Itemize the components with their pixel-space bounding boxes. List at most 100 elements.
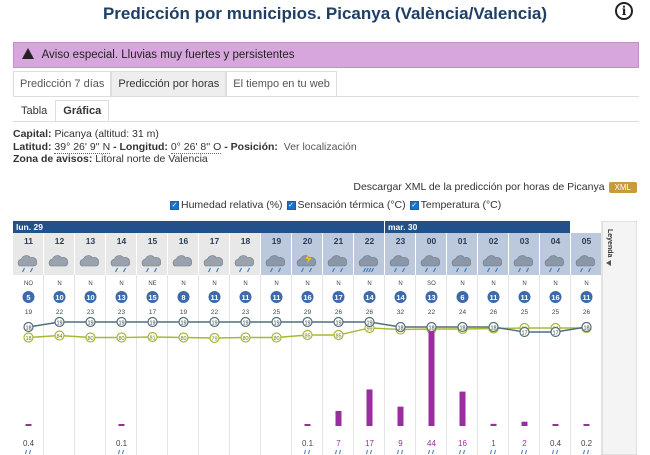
cloud-shape — [451, 255, 472, 267]
temperature-point — [23, 321, 34, 333]
rain-drop — [215, 267, 220, 273]
hour-cell — [385, 233, 415, 275]
wind-direction: N — [491, 281, 495, 287]
location-link[interactable]: Ver localización — [283, 140, 357, 153]
wind-speed-circle — [425, 291, 438, 303]
wind-gust-label: 24 — [459, 309, 467, 316]
rain-drop — [29, 267, 34, 273]
temperature-value: 18 — [459, 326, 465, 332]
day-band-label: mar. 30 — [388, 222, 418, 232]
wind-gust-label: 22 — [428, 309, 436, 316]
precipitation-bar — [521, 421, 528, 426]
wind-gust-label: 22 — [56, 309, 64, 316]
rain-drop — [556, 449, 558, 455]
alert-banner[interactable]: Aviso especial. Lluvias muy fuertes y pe… — [13, 42, 639, 68]
info-icon[interactable]: i — [615, 2, 633, 20]
cloud-shape — [420, 255, 441, 267]
hour-label: 01 — [458, 236, 468, 246]
rain-drop — [122, 267, 127, 273]
xml-download-label[interactable]: Descargar XML de la predicción por horas… — [353, 181, 605, 193]
rain-drop-icon — [583, 449, 589, 455]
view-subtabs: Tabla Gráfica — [13, 100, 110, 122]
cloud-shape — [482, 255, 503, 267]
alert-text: Aviso especial. Lluvias muy fuertes y pe… — [41, 49, 295, 61]
temperature-point — [364, 316, 375, 328]
wind-direction: SO — [427, 281, 436, 287]
temperature-toggle[interactable]: ✓ Temperatura (°C) — [409, 199, 501, 211]
rain-drop — [424, 267, 429, 273]
rain-drop-icon — [459, 449, 465, 455]
wind-direction: N — [274, 281, 278, 287]
tab-7-days[interactable]: Predicción 7 días — [13, 71, 112, 97]
hour-cell — [416, 233, 446, 275]
day-band — [13, 221, 384, 233]
rain-drop-icon — [428, 449, 434, 455]
precipitation-label: 0.4 — [23, 439, 35, 448]
hour-cell — [509, 233, 539, 275]
temperature-value: 19 — [56, 321, 62, 327]
humidity-point — [209, 332, 220, 344]
precipitation-bar — [583, 424, 590, 426]
cloud-shape — [575, 255, 596, 267]
hour-cell — [571, 233, 601, 275]
humidity-point — [116, 332, 127, 343]
precipitation-label: 2 — [522, 439, 527, 448]
wind-speed-circle — [332, 291, 345, 303]
hour-cell — [292, 233, 322, 275]
checkbox-checked-icon[interactable]: ✓ — [409, 200, 419, 210]
precipitation-label: 0.4 — [550, 439, 562, 448]
precipitation-label: 16 — [458, 439, 467, 448]
hour-cell — [323, 233, 353, 275]
rain-drop — [556, 267, 561, 273]
wind-gust-label: 23 — [118, 309, 126, 316]
wind-speed-label: 11 — [521, 293, 529, 302]
temperature-value: 19 — [211, 321, 217, 327]
xml-badge[interactable]: XML — [608, 181, 637, 193]
tab-hourly[interactable]: Predicción por horas — [111, 71, 227, 97]
hour-cell — [540, 233, 570, 275]
wind-speed-label: 11 — [273, 293, 281, 302]
wind-direction: N — [398, 281, 402, 287]
rain-drop — [153, 267, 158, 273]
humidity-toggle[interactable]: ✓ Humedad relativa (%) — [170, 199, 283, 211]
rain-cloud-icon — [265, 255, 286, 273]
rain-drop — [579, 267, 584, 273]
checkbox-checked-icon[interactable]: ✓ — [286, 200, 296, 210]
rain-cloud-icon — [327, 255, 348, 273]
temperature-value: 19 — [242, 321, 248, 327]
wind-gust-label: 32 — [397, 309, 405, 316]
rain-drop — [587, 267, 592, 273]
cloud-shape — [172, 255, 193, 267]
wind-speed-circle — [301, 291, 314, 303]
hour-cell — [261, 233, 291, 275]
temperature-value: 18 — [397, 326, 403, 332]
rain-drop — [114, 267, 119, 273]
cloud-shape — [358, 255, 379, 267]
rain-drop — [521, 449, 523, 455]
wind-speed-circle — [518, 291, 531, 303]
xml-download[interactable]: Descargar XML de la predicción por horas… — [353, 181, 637, 193]
wind-direction: N — [212, 281, 216, 287]
tab-web-widget[interactable]: El tiempo en tu web — [226, 71, 337, 97]
rain-cloud-icon — [17, 255, 38, 273]
rain-cloud-icon — [389, 255, 410, 273]
rain-drop — [269, 267, 274, 273]
rain-drop — [428, 449, 430, 455]
hour-label: 12 — [55, 236, 65, 246]
forecast-tabs: Predicción 7 días Predicción por horas E… — [13, 71, 337, 97]
feels-like-toggle[interactable]: ✓ Sensación térmica (°C) — [286, 199, 406, 211]
humidity-value: 84 — [56, 334, 62, 340]
rain-drop — [277, 267, 282, 273]
rain-drop — [486, 267, 491, 273]
rain-drop — [525, 267, 530, 273]
subtab-chart[interactable]: Gráfica — [55, 100, 110, 122]
checkbox-checked-icon[interactable]: ✓ — [170, 200, 179, 210]
wind-direction: N — [181, 281, 185, 287]
rain-drop — [331, 267, 336, 273]
precipitation-label: 0.2 — [581, 439, 593, 448]
cloud-shape — [17, 255, 38, 267]
hour-cell — [137, 233, 167, 275]
subtab-table[interactable]: Tabla — [21, 105, 48, 117]
rain-cloud-icon — [141, 255, 162, 273]
humidity-point — [178, 332, 189, 343]
